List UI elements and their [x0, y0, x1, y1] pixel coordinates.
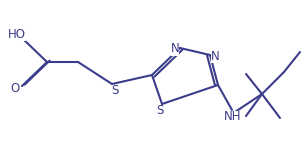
- Text: NH: NH: [224, 110, 242, 124]
- Text: S: S: [156, 105, 164, 118]
- Text: S: S: [111, 85, 119, 97]
- Text: N: N: [171, 42, 179, 55]
- Text: N: N: [211, 50, 219, 62]
- Text: O: O: [10, 83, 20, 95]
- Text: HO: HO: [8, 28, 26, 40]
